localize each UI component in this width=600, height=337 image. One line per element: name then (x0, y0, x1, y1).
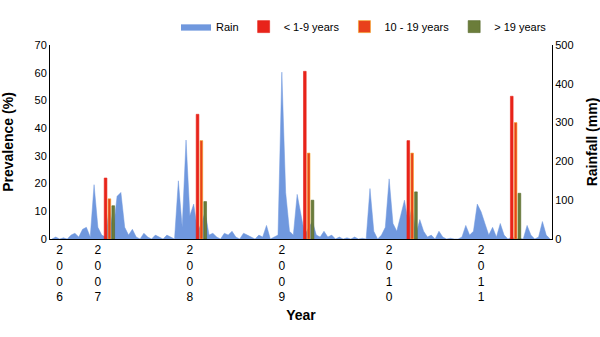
svg-text:40: 40 (35, 122, 47, 134)
svg-text:0: 0 (41, 233, 47, 245)
svg-text:2006: 2006 (56, 243, 63, 304)
svg-text:20: 20 (35, 177, 47, 189)
svg-text:Prevalence (%): Prevalence (%) (0, 92, 16, 192)
svg-text:2007: 2007 (95, 243, 102, 304)
svg-text:30: 30 (35, 150, 47, 162)
svg-text:10 - 19 years: 10 - 19 years (384, 21, 449, 33)
svg-text:10: 10 (35, 205, 47, 217)
svg-text:Year: Year (286, 307, 316, 323)
svg-text:400: 400 (555, 78, 573, 90)
svg-text:2010: 2010 (386, 243, 393, 304)
svg-text:500: 500 (555, 39, 573, 51)
svg-text:100: 100 (555, 194, 573, 206)
svg-text:50: 50 (35, 94, 47, 106)
svg-text:2009: 2009 (278, 243, 285, 304)
svg-text:200: 200 (555, 155, 573, 167)
svg-text:Rainfall (mm): Rainfall (mm) (584, 98, 600, 187)
svg-text:70: 70 (35, 39, 47, 51)
svg-text:0: 0 (555, 233, 561, 245)
svg-text:< 1-9 years: < 1-9 years (284, 21, 340, 33)
svg-text:2011: 2011 (478, 243, 485, 304)
svg-text:2008: 2008 (187, 243, 194, 304)
svg-text:Rain: Rain (216, 21, 239, 33)
svg-text:> 19 years: > 19 years (494, 21, 546, 33)
svg-text:60: 60 (35, 67, 47, 79)
svg-text:300: 300 (555, 116, 573, 128)
